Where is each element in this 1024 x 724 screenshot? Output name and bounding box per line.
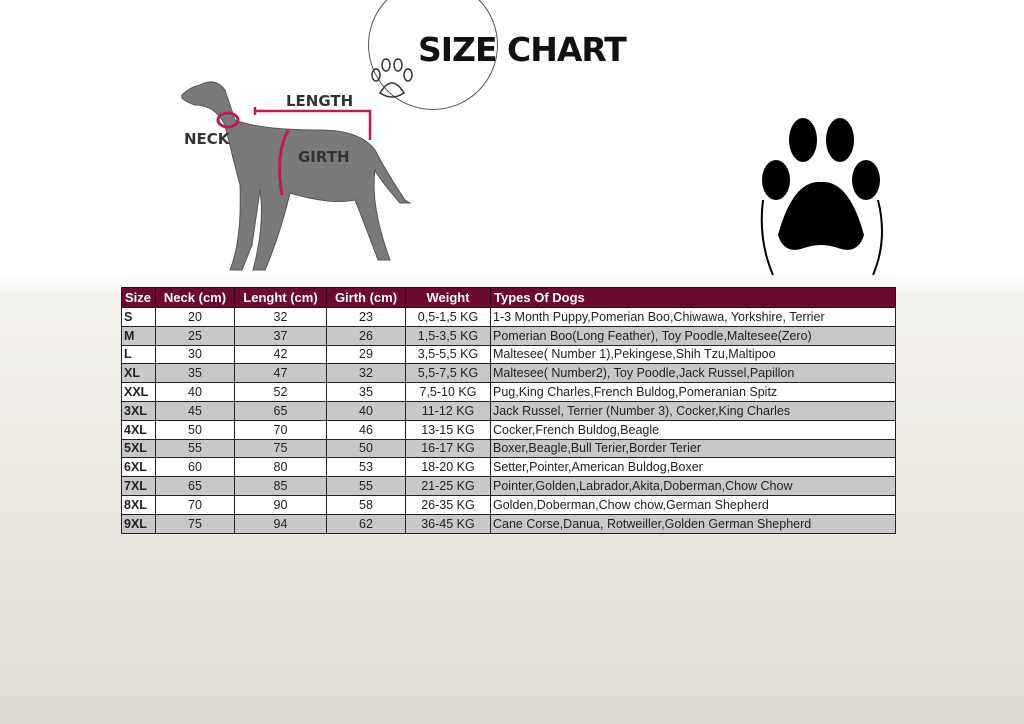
cell-length: 75 — [234, 438, 327, 459]
large-paw-icon — [760, 118, 883, 276]
header-girth: Girth (cm) — [326, 287, 406, 308]
cell-girth: 62 — [326, 513, 406, 534]
cell-girth: 35 — [326, 382, 406, 402]
cell-types: Pointer,Golden,Labrador,Akita,Doberman,C… — [490, 476, 896, 496]
cell-neck: 50 — [155, 419, 235, 440]
cell-weight: 7,5-10 KG — [405, 382, 491, 402]
neck-label: NECK — [184, 130, 230, 148]
table-row: M 25 37 26 1,5-3,5 KG Pomerian Boo(Long Feath… — [121, 325, 896, 346]
cell-girth: 23 — [326, 307, 406, 327]
cell-girth: 29 — [326, 344, 406, 365]
header-length: Lenght (cm) — [234, 287, 327, 308]
table-row: S 20 32 23 0,5-1,5 KG 1-3 Month Puppy,Pomeria… — [121, 307, 896, 327]
cell-neck: 35 — [155, 363, 235, 384]
cell-types: Maltesee( Number 1),Pekingese,Shih Tzu,M… — [490, 344, 896, 365]
dog-measurement-illustration — [181, 81, 412, 271]
cell-neck: 45 — [155, 400, 235, 421]
cell-weight: 18-20 KG — [405, 457, 491, 478]
table-row: 5XL 55 75 50 16-17 KG Boxer,Beagle,Bull Terie… — [121, 438, 896, 459]
cell-size: S — [121, 307, 156, 327]
cell-types: Cane Corse,Danua, Rotweiller,Golden Germ… — [490, 513, 896, 534]
cell-types: Boxer,Beagle,Bull Terier,Border Terier — [490, 438, 896, 459]
cell-length: 90 — [234, 494, 327, 515]
cell-length: 47 — [234, 363, 327, 384]
cell-size: 5XL — [121, 438, 156, 459]
cell-size: 9XL — [121, 513, 156, 534]
cell-length: 42 — [234, 344, 327, 365]
length-label: LENGTH — [286, 92, 354, 110]
cell-length: 32 — [234, 307, 327, 327]
table-header-row: Size Neck (cm) Lenght (cm) Girth (cm) We… — [121, 287, 896, 308]
cell-types: 1-3 Month Puppy,Pomerian Boo,Chiwawa, Yo… — [490, 307, 896, 327]
girth-label: GIRTH — [298, 148, 350, 166]
cell-weight: 36-45 KG — [405, 513, 491, 534]
cell-neck: 20 — [155, 307, 235, 327]
cell-neck: 70 — [155, 494, 235, 515]
cell-size: XXL — [121, 382, 156, 402]
header-weight: Weight — [405, 287, 491, 308]
cell-length: 65 — [234, 400, 327, 421]
cell-types: Pug,King Charles,French Buldog,Pomerania… — [490, 382, 896, 402]
cell-types: Golden,Doberman,Chow chow,German Shepher… — [490, 494, 896, 515]
cell-size: 8XL — [121, 494, 156, 515]
cell-length: 94 — [234, 513, 327, 534]
cell-girth: 58 — [326, 494, 406, 515]
cell-size: 6XL — [121, 457, 156, 478]
page-title: SIZE CHART — [418, 30, 627, 69]
cell-length: 85 — [234, 476, 327, 496]
cell-types: Jack Russel, Terrier (Number 3), Cocker,… — [490, 400, 896, 421]
cell-girth: 32 — [326, 363, 406, 384]
cell-length: 80 — [234, 457, 327, 478]
cell-neck: 75 — [155, 513, 235, 534]
table-row: 9XL 75 94 62 36-45 KG Cane Corse,Danua, Rotwe… — [121, 513, 896, 534]
header-size: Size — [121, 287, 156, 308]
cell-length: 52 — [234, 382, 327, 402]
cell-neck: 30 — [155, 344, 235, 365]
cell-size: 7XL — [121, 476, 156, 496]
cell-weight: 21-25 KG — [405, 476, 491, 496]
cell-weight: 16-17 KG — [405, 438, 491, 459]
cell-neck: 40 — [155, 382, 235, 402]
cell-length: 37 — [234, 325, 327, 346]
cell-neck: 55 — [155, 438, 235, 459]
table-row: L 30 42 29 3,5-5,5 KG Maltesee( Number 1),Pek… — [121, 344, 896, 365]
table-row: XXL 40 52 35 7,5-10 KG Pug,King Charles,Frenc… — [121, 382, 896, 402]
cell-weight: 3,5-5,5 KG — [405, 344, 491, 365]
table-row: 3XL 45 65 40 11-12 KG Jack Russel, Terrier (N… — [121, 400, 896, 421]
cell-types: Maltesee( Number2), Toy Poodle,Jack Russ… — [490, 363, 896, 384]
table-row: 4XL 50 70 46 13-15 KG Cocker,French Buldog,Be… — [121, 419, 896, 440]
cell-size: XL — [121, 363, 156, 384]
table-row: XL 35 47 32 5,5-7,5 KG Maltesee( Number2), To… — [121, 363, 896, 384]
cell-size: M — [121, 325, 156, 346]
cell-girth: 26 — [326, 325, 406, 346]
table-row: 8XL 70 90 58 26-35 KG Golden,Doberman,Chow ch… — [121, 494, 896, 515]
cell-size: L — [121, 344, 156, 365]
header-neck: Neck (cm) — [155, 287, 235, 308]
cell-weight: 0,5-1,5 KG — [405, 307, 491, 327]
cell-weight: 11-12 KG — [405, 400, 491, 421]
cell-types: Setter,Pointer,American Buldog,Boxer — [490, 457, 896, 478]
small-paw-icon — [371, 58, 413, 98]
cell-girth: 46 — [326, 419, 406, 440]
cell-size: 4XL — [121, 419, 156, 440]
header-types: Types Of Dogs — [490, 287, 896, 308]
cell-girth: 50 — [326, 438, 406, 459]
cell-girth: 40 — [326, 400, 406, 421]
cell-types: Cocker,French Buldog,Beagle — [490, 419, 896, 440]
cell-weight: 5,5-7,5 KG — [405, 363, 491, 384]
cell-weight: 1,5-3,5 KG — [405, 325, 491, 346]
cell-girth: 55 — [326, 476, 406, 496]
cell-size: 3XL — [121, 400, 156, 421]
cell-neck: 65 — [155, 476, 235, 496]
cell-weight: 26-35 KG — [405, 494, 491, 515]
cell-weight: 13-15 KG — [405, 419, 491, 440]
cell-types: Pomerian Boo(Long Feather), Toy Poodle,M… — [490, 325, 896, 346]
table-row: 6XL 60 80 53 18-20 KG Setter,Pointer,American… — [121, 457, 896, 478]
cell-neck: 25 — [155, 325, 235, 346]
cell-neck: 60 — [155, 457, 235, 478]
cell-length: 70 — [234, 419, 327, 440]
table-row: 7XL 65 85 55 21-25 KG Pointer,Golden,Labrador… — [121, 476, 896, 496]
cell-girth: 53 — [326, 457, 406, 478]
size-chart-table: Size Neck (cm) Lenght (cm) Girth (cm) We… — [121, 287, 896, 534]
